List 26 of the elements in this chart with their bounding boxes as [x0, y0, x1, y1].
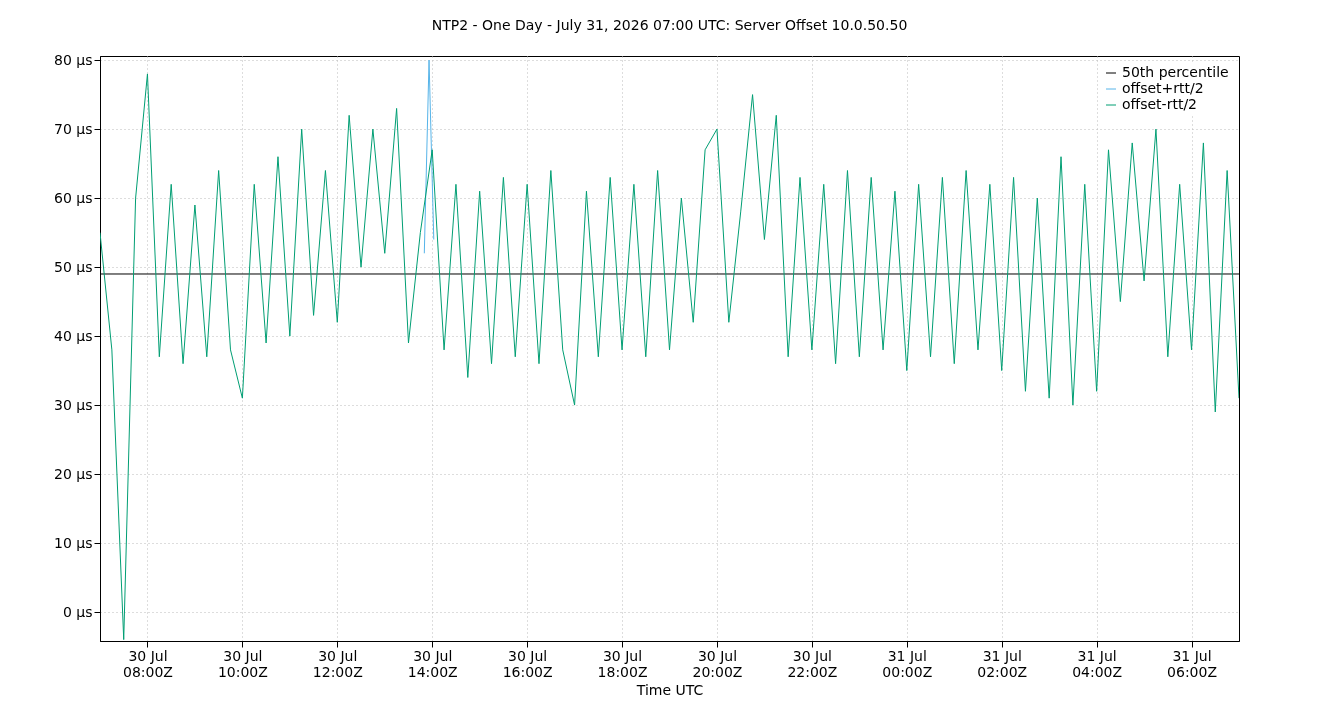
x-tick-label: 31 Jul 00:00Z [882, 647, 933, 680]
y-tick-label: 0 µs [62, 603, 93, 620]
y-tick-label: 50 µs [54, 258, 93, 275]
y-tick-label: 20 µs [54, 465, 93, 482]
legend-label: 50th percentile [1122, 64, 1229, 80]
x-tick-label: 30 Jul 22:00Z [787, 647, 838, 680]
y-tick-label: 40 µs [54, 327, 93, 344]
x-tick-label: 31 Jul 02:00Z [977, 647, 1028, 680]
y-tick-label: 80 µs [54, 51, 93, 68]
y-tick-label: 60 µs [54, 189, 93, 206]
chart-title: NTP2 - One Day - July 31, 2026 07:00 UTC: Server Offset 10.0.50.50 [431, 17, 908, 34]
y-tick-label: 10 µs [54, 534, 93, 551]
x-tick-label: 30 Jul 16:00Z [502, 647, 553, 680]
legend-label: offset-rtt/2 [1122, 96, 1198, 112]
x-tick-label: 30 Jul 14:00Z [407, 647, 458, 680]
legend-label: offset+rtt/2 [1122, 80, 1204, 96]
x-tick-label: 30 Jul 18:00Z [597, 647, 648, 680]
x-tick-label: 30 Jul 08:00Z [122, 647, 173, 680]
x-tick-label: 31 Jul 04:00Z [1072, 647, 1123, 680]
x-axis-title: Time UTC [635, 681, 704, 698]
x-tick-label: 30 Jul 12:00Z [312, 647, 363, 680]
x-tick-label: 30 Jul 20:00Z [692, 647, 743, 680]
y-tick-label: 70 µs [54, 120, 93, 137]
y-tick-label: 30 µs [54, 396, 93, 413]
x-tick-label: 30 Jul 10:00Z [217, 647, 268, 680]
x-tick-label: 31 Jul 06:00Z [1167, 647, 1218, 680]
